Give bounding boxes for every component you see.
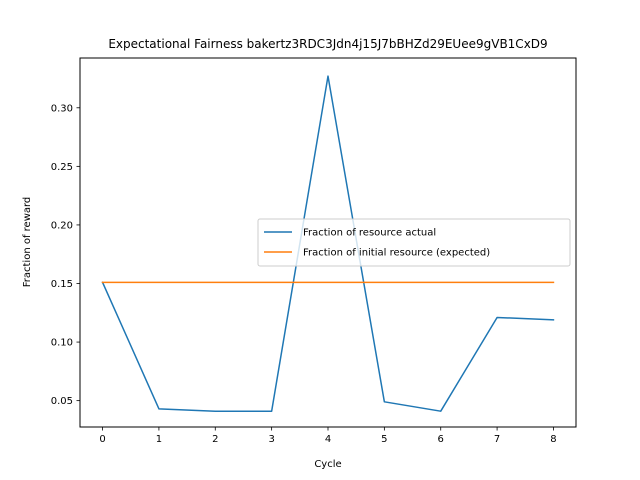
y-axis-label: Fraction of reward: [22, 197, 33, 288]
x-tick-label: 7: [494, 434, 500, 445]
x-axis-label: Cycle: [314, 459, 341, 470]
x-tick-label: 0: [99, 434, 105, 445]
chart-title: Expectational Fairness bakertz3RDC3Jdn4j…: [108, 37, 547, 51]
plot-frame: [79, 57, 577, 428]
x-tick-label: 3: [268, 434, 274, 445]
y-tick-label: 0.05: [51, 396, 73, 407]
x-tick-label: 6: [438, 434, 444, 445]
legend-box: [257, 218, 571, 267]
legend: Fraction of resource actual Fraction of i…: [257, 218, 571, 267]
legend-label-1: Fraction of initial resource (expected): [303, 248, 490, 259]
plot-lines: [101, 75, 555, 412]
y-tick-label: 0.25: [51, 162, 73, 173]
x-tick-label: 2: [212, 434, 218, 445]
y-tick-label: 0.30: [51, 103, 73, 114]
series-line-0: [101, 75, 555, 412]
x-tick-label: 1: [156, 434, 162, 445]
legend-label-0: Fraction of resource actual: [303, 228, 436, 239]
y-tick-label: 0.10: [51, 338, 73, 349]
x-tick-label: 5: [381, 434, 387, 445]
axis-ticks: 0 1 2 3 4 5 6 7 8 0.05 0.10 0.15 0.20 0.25 0.30: [51, 103, 557, 445]
x-tick-label: 8: [550, 434, 556, 445]
y-tick-label: 0.20: [51, 220, 73, 231]
y-tick-label: 0.15: [51, 279, 73, 290]
x-tick-label: 4: [325, 434, 331, 445]
